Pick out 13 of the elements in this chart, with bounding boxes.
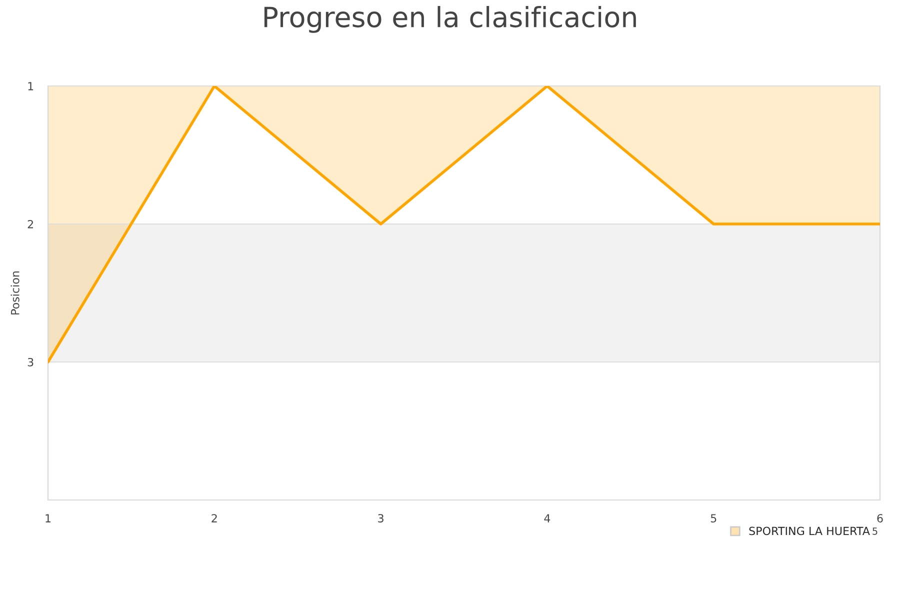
chart-title: Progreso en la clasificacion (264, 6, 636, 33)
legend-label: SPORTING LA HUERTA (749, 526, 870, 536)
x-tick-label: 6 (877, 514, 883, 522)
y-tick-label: 1 (28, 82, 34, 90)
text: 5 (872, 528, 878, 535)
x-tick-label: 4 (544, 514, 550, 522)
x-tick-label: 5 (710, 514, 716, 522)
y-tick-label: 2 (28, 220, 33, 228)
x-tick-label: 1 (46, 514, 51, 522)
y-tick-label: 3 (28, 358, 34, 366)
y-axis-title: Posicion (10, 271, 20, 314)
x-tick-label: 2 (212, 514, 217, 522)
x-tick-label: 3 (378, 514, 384, 522)
